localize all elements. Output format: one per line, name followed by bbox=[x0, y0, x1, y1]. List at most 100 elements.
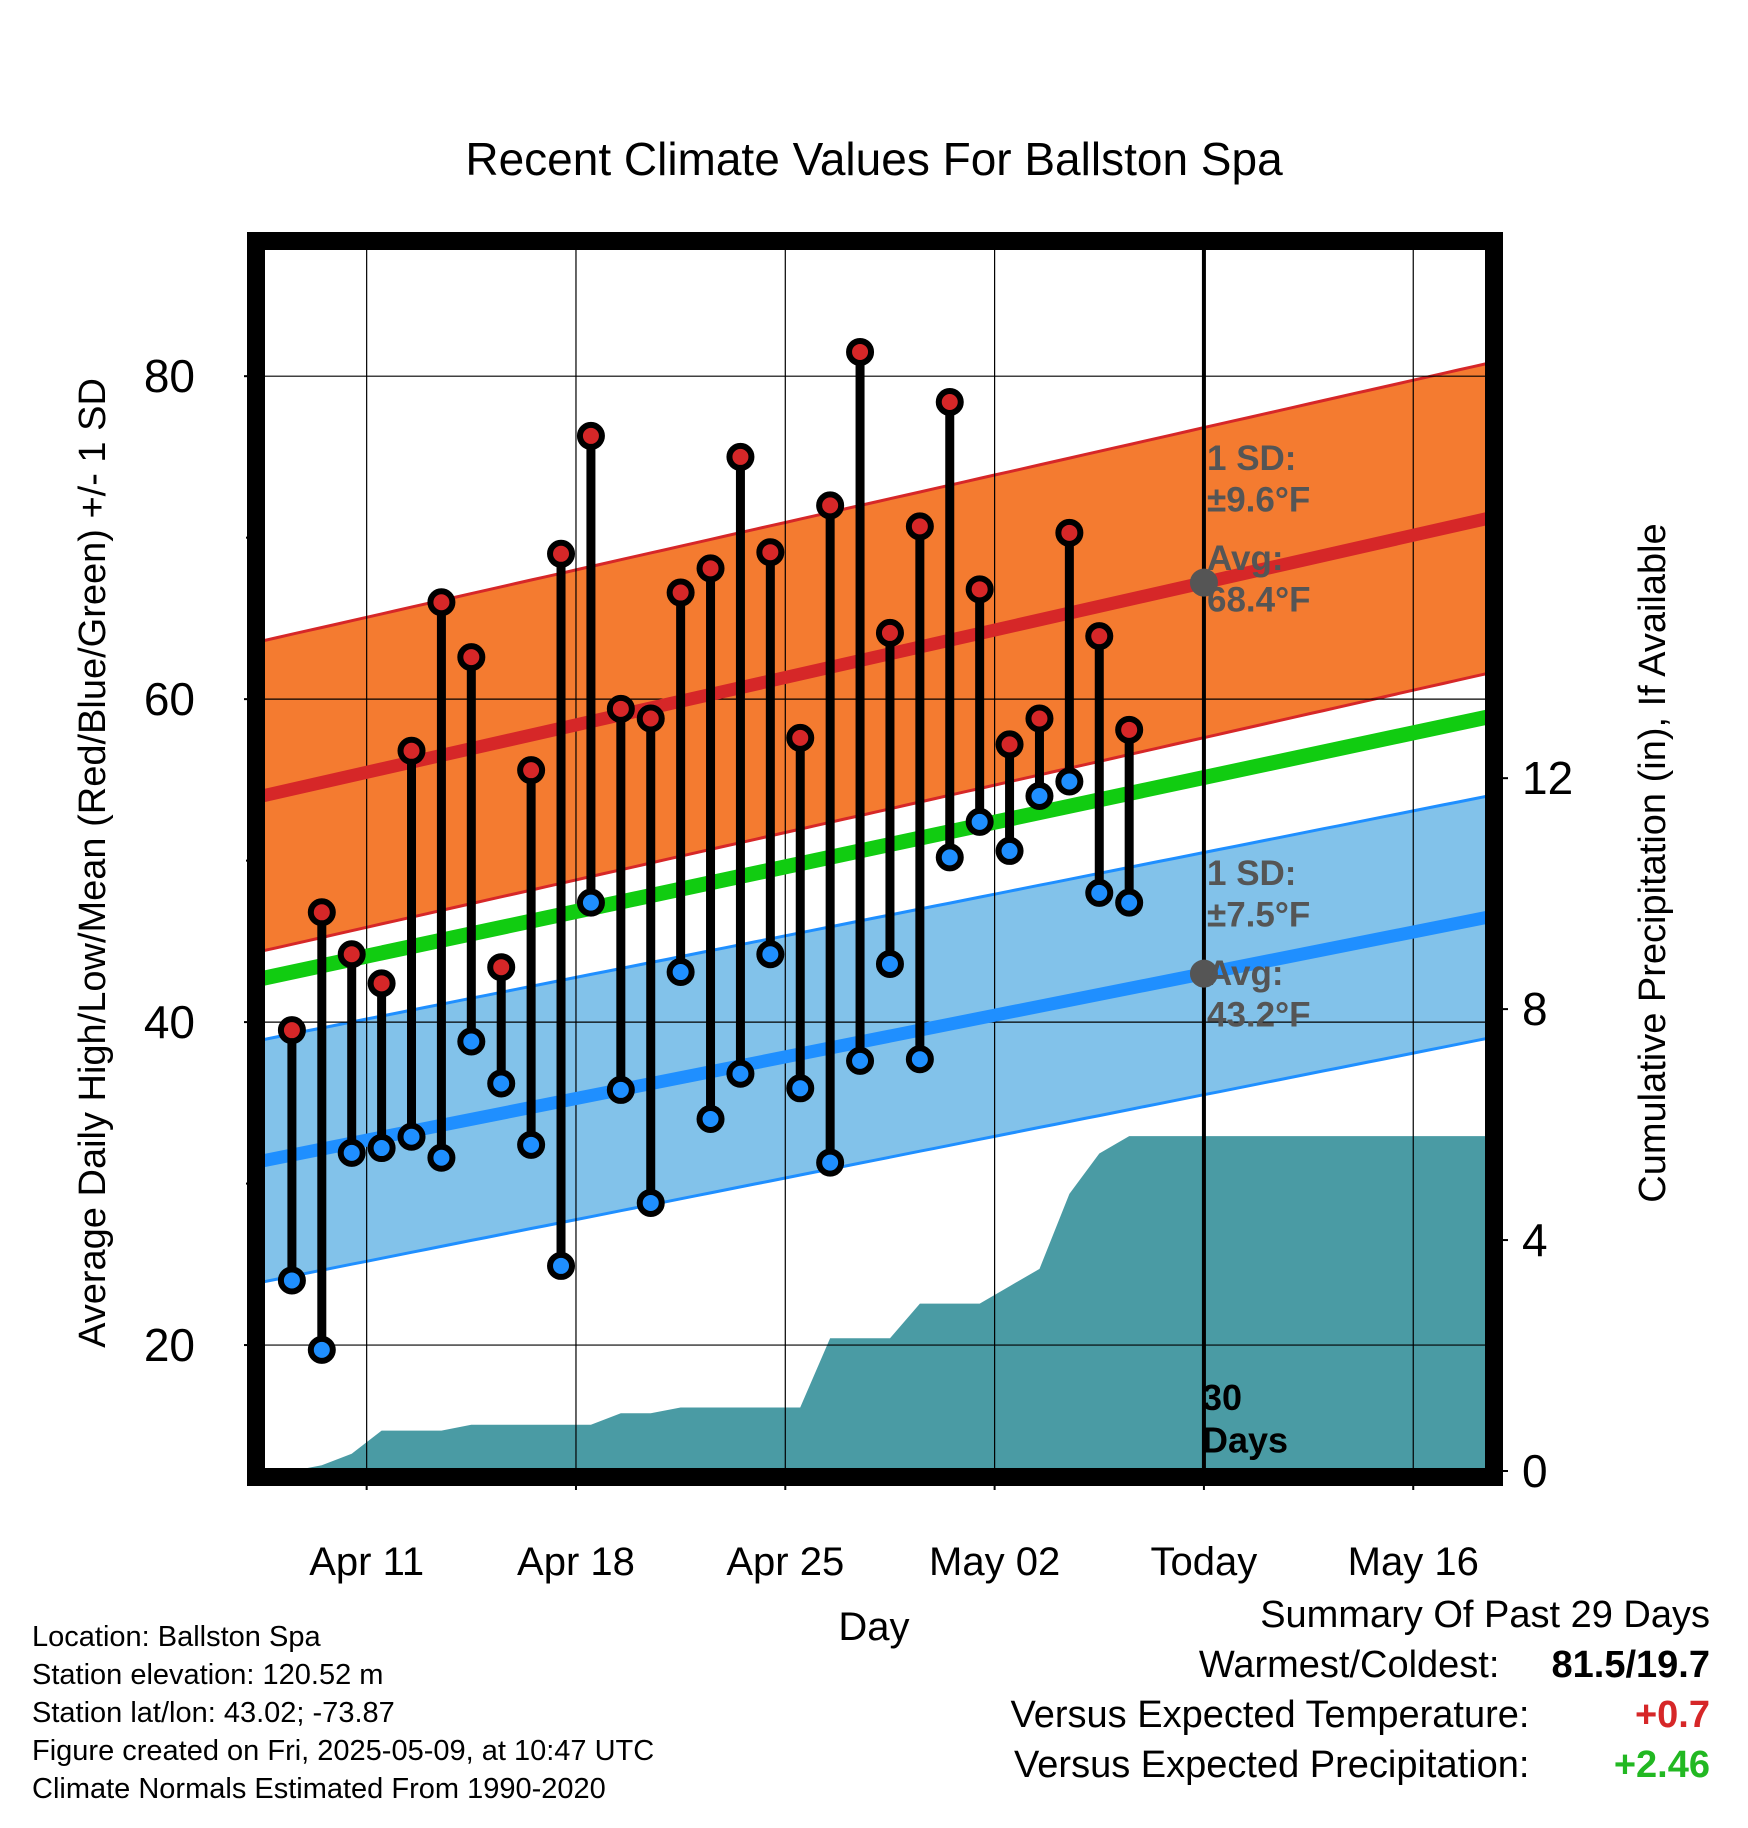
daily-low-point bbox=[726, 1059, 755, 1088]
daily-high-point bbox=[517, 756, 546, 785]
daily-low-point bbox=[576, 888, 605, 917]
y2-tick-label: 0 bbox=[1522, 1445, 1548, 1497]
plot-frame bbox=[247, 232, 1503, 1486]
daily-high-point bbox=[367, 969, 396, 998]
summary-temp-value: +0.7 bbox=[1634, 1694, 1710, 1736]
daily-high-point bbox=[905, 512, 934, 541]
daily-high-point bbox=[696, 554, 725, 583]
summary-temp-label: Versus Expected Temperature: bbox=[1010, 1694, 1530, 1736]
average-low-line bbox=[262, 910, 1488, 1168]
daily-high-point bbox=[1025, 704, 1054, 733]
average-mean-line bbox=[262, 709, 1488, 986]
daily-low-point bbox=[935, 843, 964, 872]
y2-tick-label: 8 bbox=[1522, 983, 1548, 1035]
summary-panel: Summary Of Past 29 Days Warmest/Coldest:… bbox=[1011, 1590, 1710, 1790]
daily-low-point bbox=[487, 1069, 516, 1098]
summary-warm-cold-row: Warmest/Coldest: 81.5/19.7 bbox=[1011, 1640, 1710, 1690]
today-high-avg-dot bbox=[1189, 568, 1218, 597]
daily-low-point bbox=[696, 1104, 725, 1133]
x-tick-label: May 16 bbox=[1348, 1540, 1479, 1584]
daily-low-point bbox=[307, 1335, 336, 1364]
daily-low-point bbox=[1055, 767, 1084, 796]
daily-low-point bbox=[756, 940, 785, 969]
daily-high-point bbox=[1055, 518, 1084, 547]
elevation-text: Station elevation: 120.52 m bbox=[32, 1659, 384, 1691]
daily-high-point bbox=[726, 442, 755, 471]
daily-low-point bbox=[875, 949, 904, 978]
daily-high-point bbox=[307, 898, 336, 927]
y-tick-label: 20 bbox=[144, 1319, 195, 1371]
station-info: Location: Ballston Spa Station elevation… bbox=[32, 1618, 654, 1808]
daily-high-point bbox=[277, 1016, 306, 1045]
y-tick-label: 80 bbox=[144, 350, 195, 402]
daily-low-point bbox=[277, 1266, 306, 1295]
today-low-avg-dot bbox=[1189, 959, 1218, 988]
daily-high-point bbox=[457, 643, 486, 672]
daily-high-point bbox=[397, 736, 426, 765]
low-avg-label: Avg: 43.2°F bbox=[1207, 954, 1311, 1034]
chart-title: Recent Climate Values For Ballston Spa bbox=[465, 133, 1283, 185]
summary-precip-value: +2.46 bbox=[1613, 1744, 1710, 1786]
summary-precip-row: Versus Expected Precipitation: +2.46 bbox=[1011, 1740, 1710, 1790]
daily-low-point bbox=[1085, 878, 1114, 907]
daily-high-point bbox=[666, 578, 695, 607]
daily-high-point bbox=[337, 940, 366, 969]
daily-high-point bbox=[606, 694, 635, 723]
daily-low-point bbox=[1025, 782, 1054, 811]
daily-low-point bbox=[457, 1027, 486, 1056]
high-avg-label: Avg: 68.4°F bbox=[1207, 539, 1311, 619]
daily-low-point bbox=[606, 1075, 635, 1104]
y2-tick-label: 12 bbox=[1522, 752, 1573, 804]
summary-warm-cold-label: Warmest/Coldest: bbox=[1198, 1644, 1500, 1686]
latlon-text: Station lat/lon: 43.02; -73.87 bbox=[32, 1697, 395, 1729]
daily-low-point bbox=[786, 1074, 815, 1103]
x-tick-label: Apr 25 bbox=[726, 1540, 844, 1584]
created-text: Figure created on Fri, 2025-05-09, at 10… bbox=[32, 1735, 655, 1767]
daily-low-point bbox=[397, 1122, 426, 1151]
normals-text: Climate Normals Estimated From 1990-2020 bbox=[32, 1773, 606, 1805]
daily-high-point bbox=[846, 337, 875, 366]
x-axis-label: Day bbox=[838, 1605, 909, 1649]
daily-high-point bbox=[1115, 715, 1144, 744]
x-tick-label: Today bbox=[1151, 1540, 1258, 1584]
daily-high-point bbox=[935, 388, 964, 417]
daily-high-point bbox=[1085, 622, 1114, 651]
y2-tick-label: 4 bbox=[1522, 1214, 1548, 1266]
daily-high-point bbox=[786, 723, 815, 752]
precipitation-area bbox=[291, 1136, 1488, 1471]
high-sd-label: 1 SD: ±9.6°F bbox=[1207, 439, 1310, 519]
daily-low-point bbox=[965, 807, 994, 836]
summary-warm-cold-value: 81.5/19.7 bbox=[1551, 1644, 1710, 1686]
x-tick-label: Apr 11 bbox=[309, 1540, 424, 1584]
daily-high-point bbox=[995, 730, 1024, 759]
y2-axis-label: Cumulative Precipitation (in), If Availa… bbox=[1632, 523, 1674, 1202]
summary-temp-row: Versus Expected Temperature: +0.7 bbox=[1011, 1690, 1710, 1740]
daily-high-point bbox=[547, 539, 576, 568]
daily-high-point bbox=[636, 704, 665, 733]
low-sd-label: 1 SD: ±7.5°F bbox=[1207, 854, 1310, 934]
daily-low-point bbox=[517, 1130, 546, 1159]
daily-low-point bbox=[547, 1251, 576, 1280]
daily-low-point bbox=[1115, 888, 1144, 917]
daily-high-point bbox=[427, 588, 456, 617]
summary-precip-label: Versus Expected Precipitation: bbox=[1014, 1744, 1530, 1786]
average-high-line bbox=[262, 511, 1488, 803]
location-text: Location: Ballston Spa bbox=[32, 1621, 321, 1653]
y-axis-label: Average Daily High/Low/Mean (Red/Blue/Gr… bbox=[72, 378, 114, 1348]
summary-title: Summary Of Past 29 Days bbox=[1260, 1594, 1710, 1636]
daily-high-point bbox=[487, 953, 516, 982]
daily-low-point bbox=[337, 1138, 366, 1167]
daily-low-point bbox=[367, 1134, 396, 1163]
y-tick-label: 60 bbox=[144, 673, 195, 725]
daily-low-point bbox=[427, 1143, 456, 1172]
daily-low-point bbox=[666, 958, 695, 987]
today-days-label: 30 Days bbox=[1202, 1377, 1288, 1460]
x-tick-label: Apr 18 bbox=[517, 1540, 635, 1584]
daily-low-point bbox=[636, 1188, 665, 1217]
daily-high-point bbox=[965, 575, 994, 604]
daily-high-point bbox=[875, 618, 904, 647]
daily-high-point bbox=[576, 421, 605, 450]
daily-low-point bbox=[995, 836, 1024, 865]
y-tick-label: 40 bbox=[144, 996, 195, 1048]
